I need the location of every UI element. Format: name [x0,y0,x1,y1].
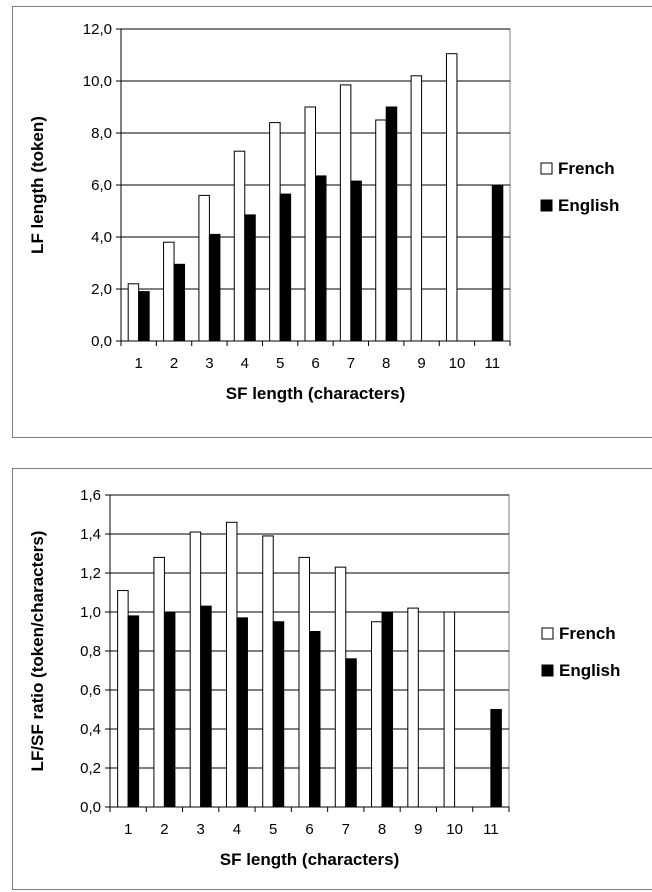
chart-panel-lf-length: 0,0 2,0 4,0 6,0 8,0 10,0 12,0 1 2 3 4 5 6 7 8 9 10 11 SF l… [12,6,652,438]
y-axis-title: LF/SF ratio (token/characters) [28,531,47,772]
bar-french [127,283,140,342]
x-tick-label: 11 [485,355,501,372]
y-tick-label: 0,0 [80,799,101,816]
x-tick-label: 8 [378,821,386,838]
bar-english [385,106,398,342]
bar-english [244,214,256,342]
bar-french [407,607,419,808]
y-tick-label: 1,0 [80,604,101,621]
legend-label-english: English [559,661,620,680]
y-tick-label: 0,6 [80,682,101,699]
bar-french [298,556,310,808]
bar-english [490,709,502,808]
x-tick-label: 4 [233,821,241,838]
x-tick-label: 1 [135,355,143,372]
bar-french [269,122,281,342]
bar-french [445,53,458,342]
x-axis-title: SF length (characters) [220,850,400,869]
bar-french [339,84,352,342]
x-tick-label: 2 [160,821,168,838]
bar-french [375,119,387,342]
bar-english [138,291,150,342]
y-tick-label: 2,0 [91,281,112,298]
bar-french [371,621,383,808]
bar-english [309,631,321,808]
bar-english [381,611,394,808]
legend-label-english: English [558,196,619,215]
bar-french [189,531,202,808]
bar-english [173,263,186,342]
x-tick-label: 8 [382,355,390,372]
bar-french [153,556,165,808]
legend-swatch-french [540,162,553,175]
x-tick-label: 7 [342,821,350,838]
bar-french [233,150,246,342]
bar-english [279,193,292,342]
y-tick-label: 0,0 [91,333,112,350]
x-tick-label: 5 [269,821,277,838]
y-tick-label: 10,0 [83,73,112,90]
x-tick-label: 3 [205,355,213,372]
bar-english [163,611,176,808]
legend-label-french: French [558,159,615,178]
y-tick-label: 0,8 [80,643,101,660]
bar-french [117,590,129,808]
lf-sf-ratio-chart: 0,0 0,2 0,4 0,6 0,8 1,0 1,2 1,4 1,6 1 2 3 4 5 6 7 8 9 10 11… [28,487,620,869]
legend-swatch-english [541,664,554,677]
bar-french [304,106,316,342]
x-tick-label: 2 [170,355,178,372]
x-tick-label: 3 [197,821,205,838]
legend-swatch-french [541,627,554,640]
bar-english [491,184,504,342]
bar-english [345,658,357,808]
bar-english [208,233,221,342]
lf-length-chart: 0,0 2,0 4,0 6,0 8,0 10,0 12,0 1 2 3 4 5 6 7 8 9 10 11 SF l… [28,21,619,403]
legend-label-french: French [559,624,616,643]
y-tick-label: 4,0 [91,229,112,246]
bar-french [198,194,210,342]
x-tick-label: 9 [417,355,425,372]
bar-english [272,621,285,808]
x-tick-label: 1 [124,821,132,838]
y-tick-label: 12,0 [83,21,112,38]
y-tick-label: 1,6 [80,487,101,504]
bar-french [334,566,347,808]
bar-english [236,617,248,808]
x-tick-label: 10 [449,355,466,372]
bar-french [163,241,175,342]
y-tick-label: 0,2 [80,760,101,777]
bar-french [262,535,274,808]
bar-french [443,611,456,808]
y-tick-label: 1,2 [80,565,101,582]
bar-english [315,175,327,342]
chart-panel-lf-sf-ratio: 0,0 0,2 0,4 0,6 0,8 1,0 1,2 1,4 1,6 1 2 3 4 5 6 7 8 9 10 11… [12,468,652,890]
x-tick-label: 10 [446,821,463,838]
bar-english [200,605,212,808]
x-tick-label: 6 [311,355,319,372]
y-tick-label: 6,0 [91,177,112,194]
bar-french [410,75,423,342]
x-tick-label: 6 [305,821,313,838]
legend-swatch-english [540,199,553,212]
x-tick-label: 9 [414,821,422,838]
bar-english [350,180,362,342]
x-tick-label: 7 [347,355,355,372]
x-tick-label: 5 [276,355,284,372]
x-tick-label: 11 [483,821,499,838]
x-tick-label: 4 [241,355,249,372]
bar-english [127,615,140,808]
y-axis-title: LF length (token) [28,116,47,254]
y-tick-label: 8,0 [91,125,112,142]
bar-french [225,521,238,808]
y-tick-label: 1,4 [80,526,101,543]
x-axis-title: SF length (characters) [226,384,406,403]
y-tick-label: 0,4 [80,721,101,738]
